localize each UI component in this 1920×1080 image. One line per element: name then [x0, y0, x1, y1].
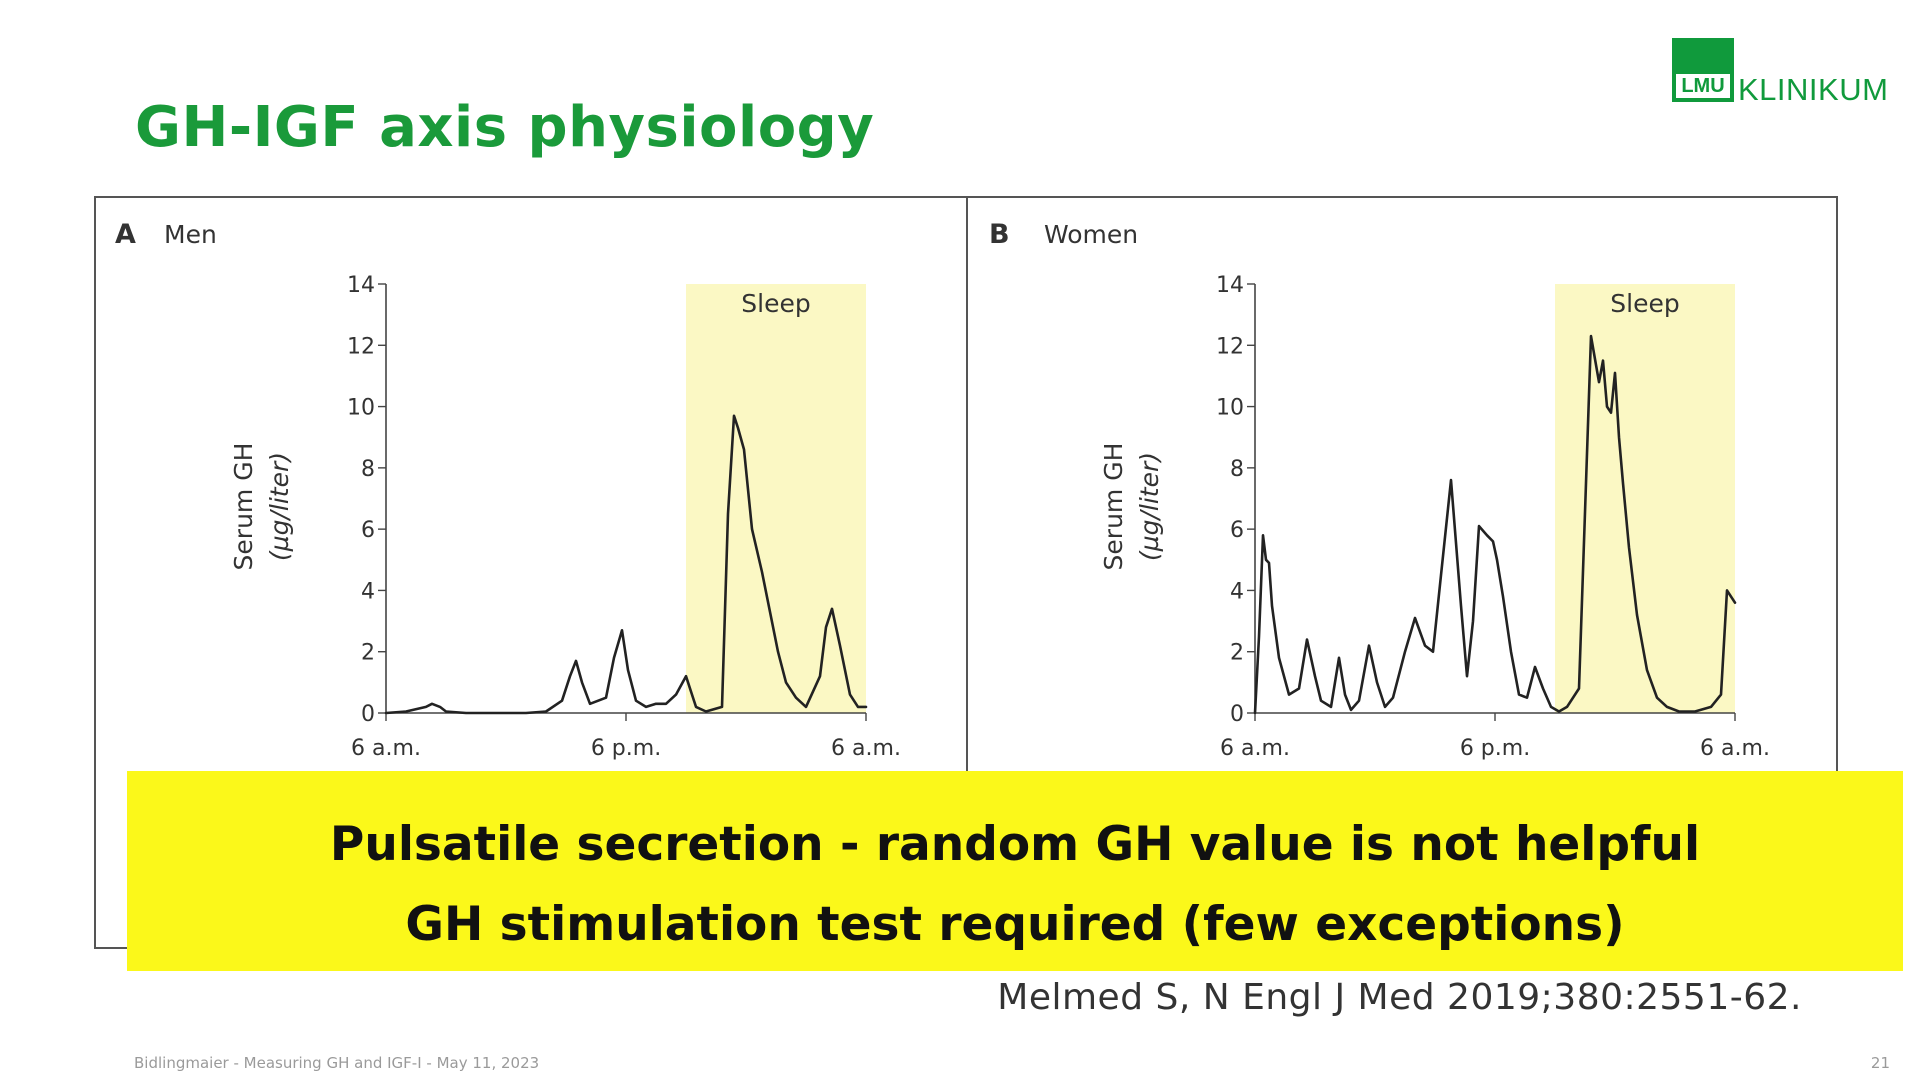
panel-b-y-tick-label: 2 — [1230, 641, 1244, 666]
panel-b-x-tick-label: 6 a.m. — [1220, 736, 1290, 761]
logo-mark: LMU — [1672, 38, 1734, 102]
panel-b-title: Women — [1044, 220, 1138, 249]
panel-a-x-tick-label: 6 p.m. — [591, 736, 661, 761]
citation: Melmed S, N Engl J Med 2019;380:2551-62. — [997, 977, 1802, 1018]
panel-b-x-tick-label: 6 a.m. — [1700, 736, 1770, 761]
panel-b-y-tick-label: 4 — [1230, 579, 1244, 604]
panel-a-y-tick-label: 2 — [361, 641, 375, 666]
panel-a-y-axis-label: Serum GH — [229, 443, 258, 571]
panel-a-y-tick-label: 10 — [347, 396, 375, 421]
panel-a-letter: A — [115, 219, 136, 250]
panel-b-y-tick-label: 10 — [1216, 396, 1244, 421]
panel-a-y-tick-label: 12 — [347, 334, 375, 359]
panel-b-letter: B — [989, 219, 1010, 250]
page-number: 21 — [1870, 1054, 1890, 1072]
panel-b-y-axis-unit: (µg/liter) — [1135, 452, 1164, 561]
panel-a-y-tick-label: 0 — [361, 702, 375, 727]
panel-a-y-tick-label: 14 — [347, 273, 375, 298]
panel-b-y-tick-label: 8 — [1230, 457, 1244, 482]
panel-b-y-axis-label: Serum GH — [1099, 443, 1128, 571]
banner-line-1: Pulsatile secretion - random GH value is… — [329, 817, 1701, 872]
panel-a-x-tick-label: 6 a.m. — [831, 736, 901, 761]
panel-b-y-tick-label: 6 — [1230, 518, 1244, 543]
panel-a-sleep-region — [686, 284, 866, 713]
panel-b-sleep-region — [1555, 284, 1735, 713]
panel-b-y-tick-label: 14 — [1216, 273, 1244, 298]
logo-klinikum-text: KLINIKUM — [1738, 72, 1889, 107]
panel-b-x-tick-label: 6 p.m. — [1460, 736, 1530, 761]
panel-a-gh-series-line — [384, 414, 868, 715]
slide-title: GH-IGF axis physiology — [135, 95, 875, 160]
panel-divider — [966, 196, 968, 771]
panel-b-y-tick-label: 0 — [1230, 702, 1244, 727]
gh-secretion-charts: Sleep A Men 0 2 4 6 8 10 12 14 6 a.m. 6 p.m. 6 a.m. Se… — [115, 219, 1770, 761]
panel-b-sleep-label: Sleep — [1610, 289, 1679, 318]
panel-a-y-tick-label: 8 — [361, 457, 375, 482]
logo-lmu-text: LMU — [1676, 74, 1730, 98]
panel-a-title: Men — [164, 220, 217, 249]
panel-b-y-tick-label: 12 — [1216, 334, 1244, 359]
banner-line-2: GH stimulation test required (few except… — [405, 897, 1625, 952]
panel-a-x-tick-label: 6 a.m. — [351, 736, 421, 761]
panel-a-y-tick-label: 6 — [361, 518, 375, 543]
footer-text: Bidlingmaier - Measuring GH and IGF-I - … — [134, 1054, 540, 1072]
panel-a-y-axis-unit: (µg/liter) — [265, 452, 294, 561]
panel-b-gh-series-line — [1253, 334, 1737, 715]
highlight-banner: Pulsatile secretion - random GH value is… — [127, 771, 1903, 971]
panel-a-y-tick-label: 4 — [361, 579, 375, 604]
panel-a-sleep-label: Sleep — [741, 289, 810, 318]
